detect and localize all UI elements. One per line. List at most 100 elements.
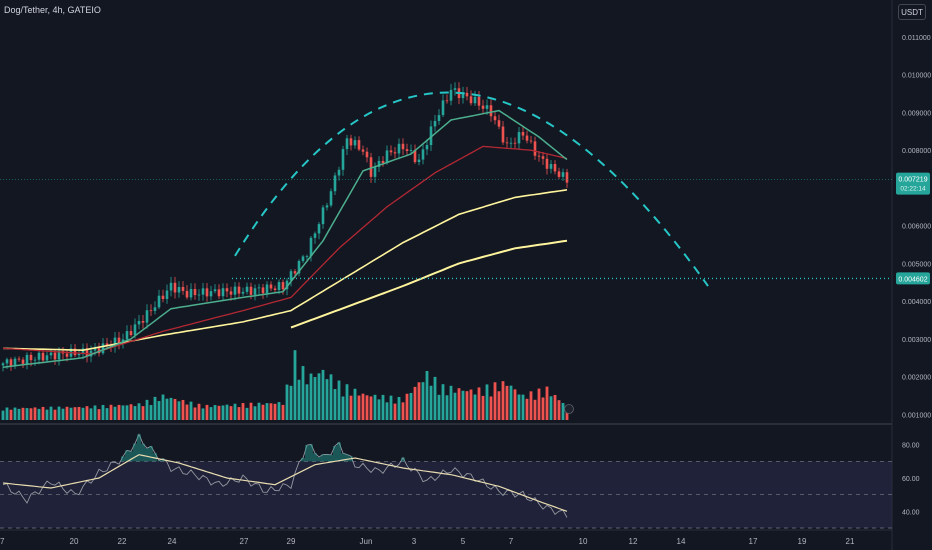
volume-bar <box>349 395 353 420</box>
volume-bar <box>473 394 477 420</box>
volume-bar <box>493 382 497 420</box>
volume-bar <box>321 369 325 420</box>
volume-bar <box>525 398 529 420</box>
candle-body <box>501 126 505 143</box>
candle-body <box>257 287 261 289</box>
candle-body <box>485 105 489 109</box>
volume-bar <box>101 404 105 420</box>
volume-bar <box>201 408 205 420</box>
price-tick-label: 0.003000 <box>902 337 931 344</box>
candle <box>273 285 277 293</box>
ma-long-line <box>290 239 568 329</box>
volume-bar <box>149 405 153 420</box>
candle-body <box>161 295 165 300</box>
candle-body <box>129 331 133 336</box>
candle-body <box>289 271 293 281</box>
time-tick-label: 29 <box>287 537 296 546</box>
candle <box>533 136 537 160</box>
candle-body <box>389 150 393 153</box>
candle-body <box>397 143 401 154</box>
candle-body <box>537 155 541 157</box>
candle-body <box>265 284 269 294</box>
candle-body <box>281 282 285 290</box>
volume-bar <box>9 409 13 420</box>
volume-bar <box>353 388 357 420</box>
volume-bar <box>169 397 173 420</box>
candle <box>417 153 421 166</box>
currency-button[interactable]: USDT <box>898 4 926 20</box>
volume-bar <box>93 405 97 420</box>
volume-bar <box>529 391 533 420</box>
time-tick-label: 14 <box>677 537 686 546</box>
candle-body <box>189 289 193 298</box>
time-tick-label: 10 <box>579 537 588 546</box>
rsi-overbought-fill <box>309 444 313 462</box>
volume-bar <box>245 407 249 420</box>
candle-body <box>309 237 313 257</box>
candle <box>265 281 269 298</box>
candle-body <box>437 115 441 121</box>
candle <box>37 349 41 365</box>
candle <box>509 137 513 149</box>
volume-bar <box>133 406 137 420</box>
candle <box>321 205 325 229</box>
candle-body <box>321 207 325 225</box>
candle <box>181 281 185 295</box>
candle-body <box>401 143 405 150</box>
rsi-overbought-fill <box>145 448 149 462</box>
candle <box>41 349 45 364</box>
candle-body <box>125 331 129 340</box>
volume-bar <box>73 407 77 420</box>
volume-bar <box>301 366 305 420</box>
volume-bar <box>85 406 89 420</box>
candle <box>189 283 193 301</box>
rsi-overbought-fill <box>329 454 333 462</box>
candle <box>445 94 449 104</box>
rsi-tick-label: 60.00 <box>902 476 920 483</box>
candle <box>261 284 265 299</box>
candle-body <box>277 282 281 291</box>
candle-body <box>73 348 77 356</box>
candle <box>437 109 441 125</box>
volume-bar <box>373 394 377 420</box>
rsi-overbought-fill <box>133 443 137 462</box>
candle <box>117 331 121 350</box>
volume-bar <box>57 406 61 420</box>
candle <box>513 137 517 150</box>
candle-body <box>317 224 321 234</box>
candle <box>365 147 369 163</box>
rsi-overbought-fill <box>401 457 405 462</box>
candle-body <box>561 172 565 177</box>
candle-body <box>193 289 197 296</box>
volume-bar <box>41 406 45 420</box>
candle <box>433 115 437 132</box>
volume-bar <box>297 379 301 420</box>
candle-body <box>441 100 445 116</box>
volume-bar <box>361 393 365 420</box>
volume-bar <box>261 404 265 420</box>
candle-body <box>329 191 333 206</box>
volume-bar <box>193 407 197 420</box>
candle-body <box>9 359 13 367</box>
candle <box>145 304 149 329</box>
candle <box>141 314 145 329</box>
candle <box>525 130 529 144</box>
volume-bar <box>249 402 253 420</box>
candle-body <box>145 310 149 323</box>
time-tick-label: 17 <box>749 537 758 546</box>
volume-bar <box>497 391 501 420</box>
volume-bar <box>269 403 273 420</box>
candle-body <box>185 290 189 298</box>
volume-bar <box>97 409 101 420</box>
volume-bar <box>109 404 113 420</box>
candle <box>381 156 385 167</box>
candle-body <box>373 166 377 177</box>
volume-bar <box>257 402 261 420</box>
candle <box>301 254 305 264</box>
volume-bar <box>449 385 453 420</box>
candle-body <box>45 355 49 361</box>
candle <box>257 283 261 295</box>
candle <box>237 282 241 298</box>
candle-body <box>205 288 209 297</box>
